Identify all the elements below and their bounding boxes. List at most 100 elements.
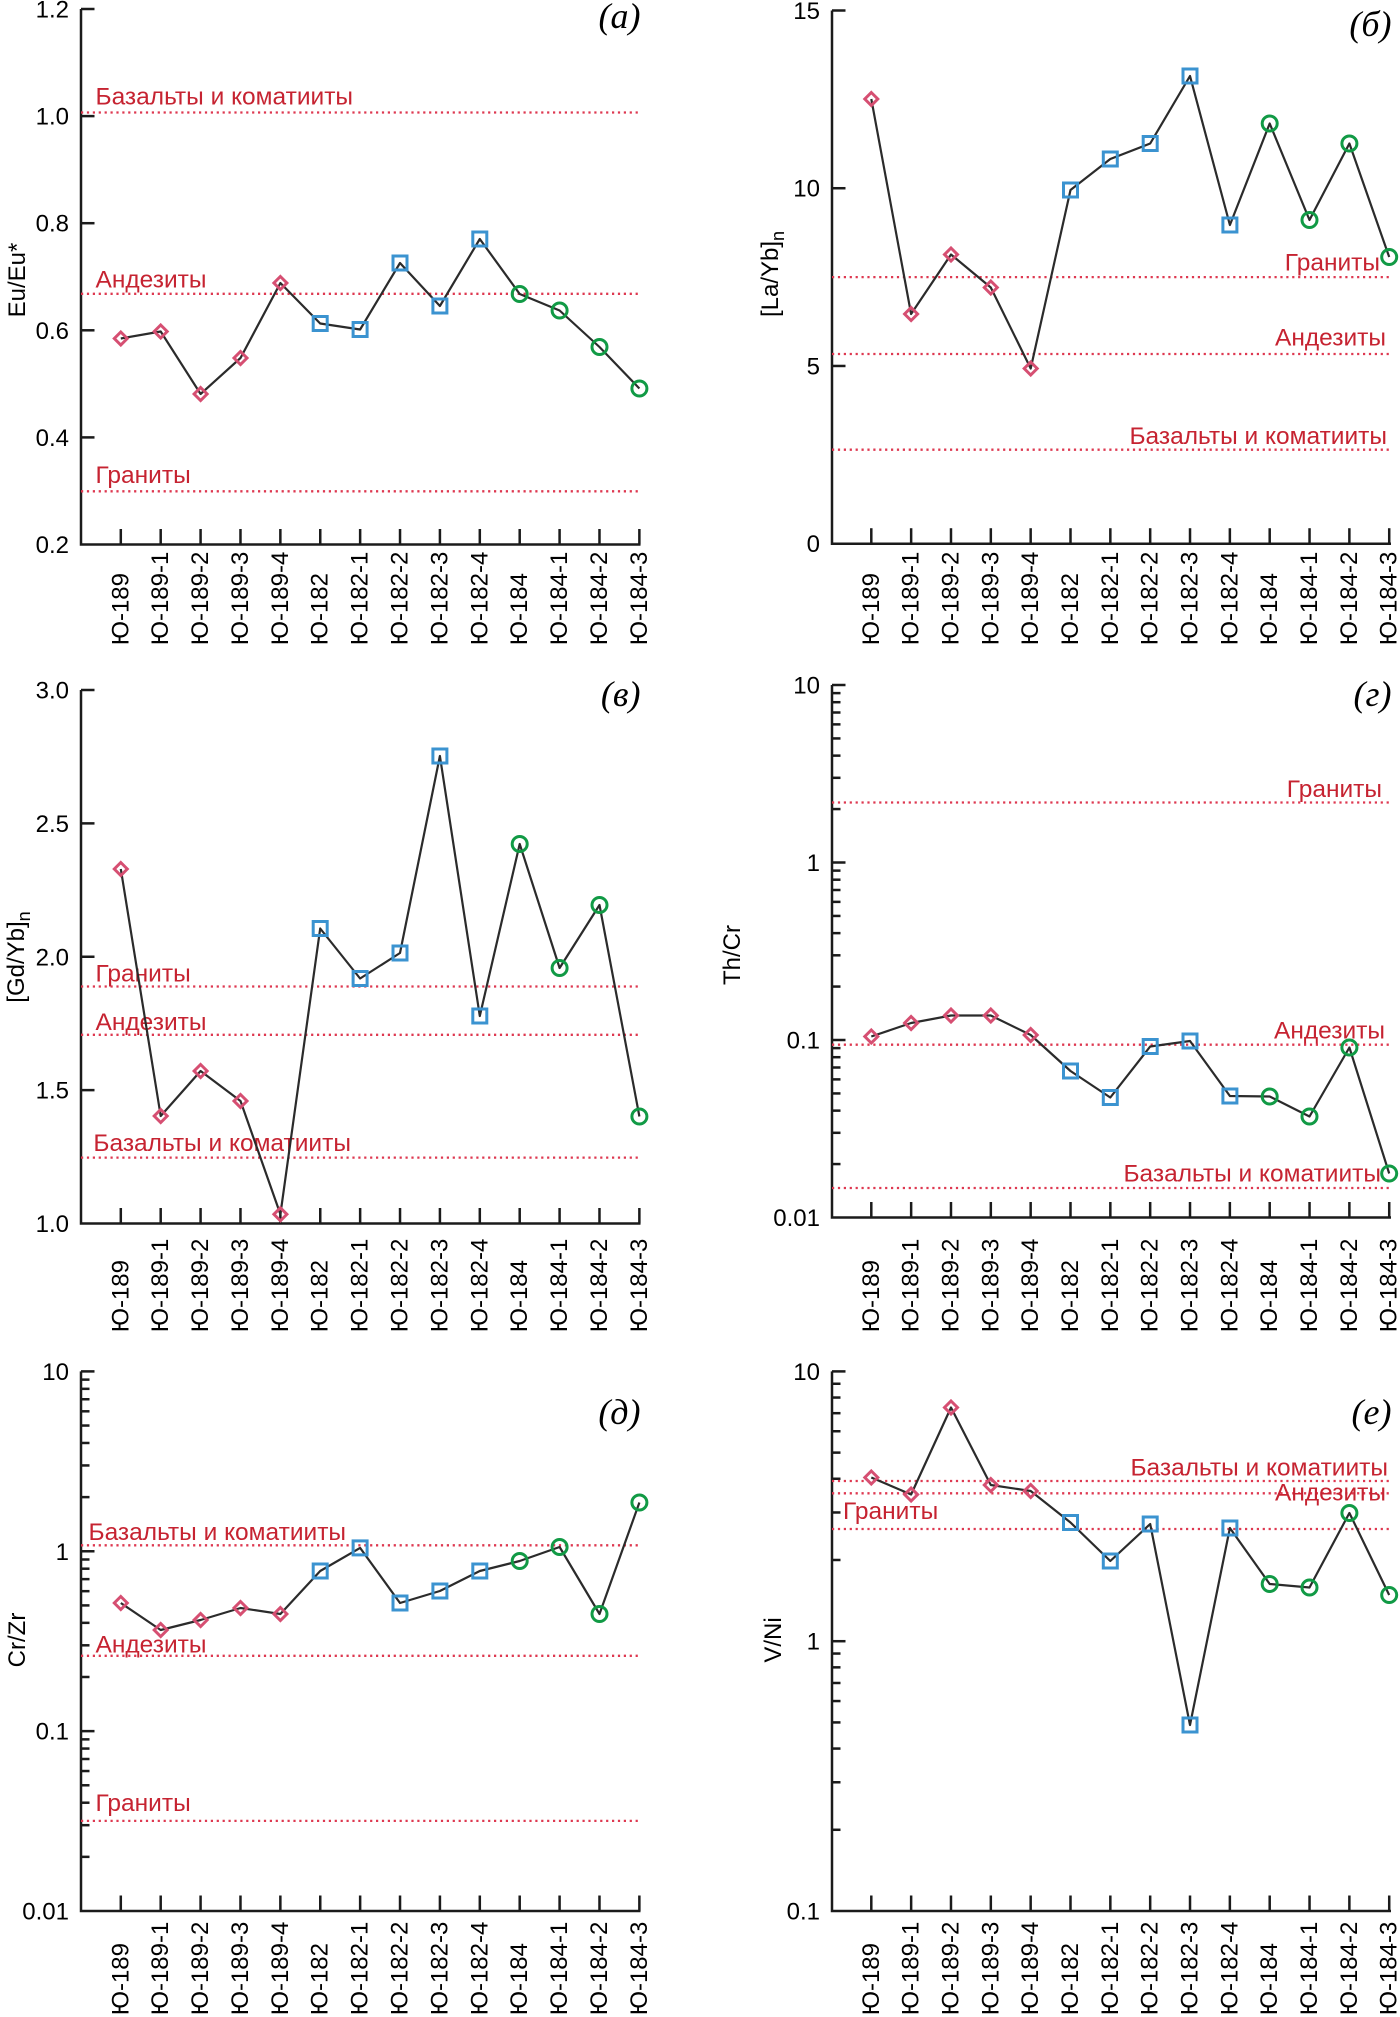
svg-text:Ю-182-4: Ю-182-4	[466, 1922, 493, 2016]
svg-text:10: 10	[793, 176, 820, 203]
svg-text:Ю-182-3: Ю-182-3	[426, 552, 453, 646]
svg-text:Ю-189: Ю-189	[107, 1943, 134, 2015]
svg-text:Ю-189-3: Ю-189-3	[977, 552, 1004, 646]
svg-text:(в): (в)	[601, 674, 641, 714]
svg-text:Th/Cr: Th/Cr	[719, 925, 746, 985]
svg-text:Ю-182-1: Ю-182-1	[347, 1239, 374, 1333]
svg-text:1.0: 1.0	[36, 1211, 69, 1238]
svg-text:1: 1	[807, 850, 820, 877]
svg-text:Ю-182-1: Ю-182-1	[1097, 552, 1124, 646]
svg-text:Базальты и коматииты: Базальты и коматииты	[1123, 1161, 1381, 1188]
svg-text:Ю-182-3: Ю-182-3	[1177, 1922, 1204, 2016]
svg-text:1: 1	[56, 1539, 69, 1566]
svg-text:Ю-182-4: Ю-182-4	[1216, 1239, 1243, 1333]
svg-text:Ю-184-1: Ю-184-1	[546, 1239, 573, 1333]
svg-text:Ю-189-4: Ю-189-4	[1017, 1239, 1044, 1333]
svg-text:Ю-182-2: Ю-182-2	[1137, 1922, 1164, 2016]
svg-text:Ю-189-2: Ю-189-2	[187, 1922, 214, 2016]
svg-text:Ю-189: Ю-189	[858, 573, 885, 645]
svg-text:Ю-182-1: Ю-182-1	[1097, 1922, 1124, 2016]
svg-text:Ю-184-1: Ю-184-1	[1296, 552, 1323, 646]
svg-text:Ю-182-2: Ю-182-2	[387, 552, 414, 646]
svg-text:0.2: 0.2	[36, 532, 69, 559]
svg-text:Ю-189-1: Ю-189-1	[898, 1922, 925, 2016]
svg-text:Ю-189-3: Ю-189-3	[977, 1922, 1004, 2016]
svg-text:Ю-189-4: Ю-189-4	[267, 1922, 294, 2016]
svg-text:Базальты и коматииты: Базальты и коматииты	[1130, 1454, 1388, 1481]
svg-text:Ю-184-3: Ю-184-3	[1376, 1922, 1400, 2016]
svg-text:0.1: 0.1	[787, 1899, 820, 1926]
svg-text:Андезиты: Андезиты	[96, 1632, 207, 1659]
svg-text:Ю-189-1: Ю-189-1	[898, 1239, 925, 1333]
svg-text:Андезиты: Андезиты	[96, 1009, 207, 1036]
svg-text:Базальты и коматииты: Базальты и коматииты	[1129, 423, 1387, 450]
svg-text:(г): (г)	[1353, 674, 1391, 714]
svg-text:Ю-184-3: Ю-184-3	[626, 1922, 653, 2016]
svg-text:Ю-182-2: Ю-182-2	[387, 1922, 414, 2016]
svg-text:2.0: 2.0	[36, 944, 69, 971]
svg-text:Ю-184-2: Ю-184-2	[1336, 1922, 1363, 2016]
svg-text:Ю-184-3: Ю-184-3	[1376, 1239, 1400, 1333]
svg-text:Ю-189-2: Ю-189-2	[938, 1239, 965, 1333]
svg-text:0.1: 0.1	[787, 1028, 820, 1055]
svg-text:1.2: 1.2	[36, 0, 69, 24]
svg-text:Ю-189: Ю-189	[858, 1260, 885, 1332]
svg-text:Ю-189-3: Ю-189-3	[227, 1922, 254, 2016]
svg-text:Ю-182: Ю-182	[307, 573, 334, 645]
svg-text:1: 1	[807, 1629, 820, 1656]
svg-text:Ю-189-2: Ю-189-2	[938, 552, 965, 646]
svg-text:Ю-182-2: Ю-182-2	[387, 1239, 414, 1333]
svg-text:Ю-184: Ю-184	[506, 573, 533, 645]
svg-text:Ю-182: Ю-182	[1057, 1943, 1084, 2015]
svg-text:Ю-182-1: Ю-182-1	[347, 1922, 374, 2016]
svg-text:Ю-189-4: Ю-189-4	[267, 1239, 294, 1333]
svg-text:Ю-189-2: Ю-189-2	[187, 552, 214, 646]
svg-text:Андезиты: Андезиты	[96, 267, 207, 294]
svg-text:Ю-184-1: Ю-184-1	[546, 1922, 573, 2016]
svg-text:Ю-182-3: Ю-182-3	[1177, 552, 1204, 646]
svg-text:Граниты: Граниты	[96, 462, 191, 489]
svg-text:Ю-189-1: Ю-189-1	[147, 1922, 174, 2016]
svg-text:Ю-184-2: Ю-184-2	[1336, 1239, 1363, 1333]
svg-text:0.4: 0.4	[36, 425, 69, 452]
svg-text:Ю-184-2: Ю-184-2	[586, 552, 613, 646]
svg-text:Ю-182-4: Ю-182-4	[466, 552, 493, 646]
svg-text:15: 15	[793, 0, 820, 25]
svg-text:Ю-184-1: Ю-184-1	[546, 552, 573, 646]
svg-text:(б): (б)	[1349, 4, 1391, 44]
svg-text:(д): (д)	[598, 1392, 640, 1432]
svg-text:(е): (е)	[1352, 1392, 1392, 1432]
svg-text:Ю-182-2: Ю-182-2	[1137, 1239, 1164, 1333]
svg-text:0.6: 0.6	[36, 318, 69, 345]
svg-text:0.1: 0.1	[36, 1719, 69, 1746]
svg-text:Ю-189-3: Ю-189-3	[227, 552, 254, 646]
svg-text:1.5: 1.5	[36, 1078, 69, 1105]
svg-text:Ю-184-3: Ю-184-3	[1376, 552, 1400, 646]
svg-text:(а): (а)	[599, 0, 641, 36]
svg-text:Ю-189-1: Ю-189-1	[147, 1239, 174, 1333]
svg-text:Граниты: Граниты	[96, 1790, 191, 1817]
svg-text:Ю-184: Ю-184	[506, 1260, 533, 1332]
svg-text:Базальты и коматииты: Базальты и коматииты	[93, 1130, 351, 1157]
svg-text:Ю-182-4: Ю-182-4	[466, 1239, 493, 1333]
svg-text:Ю-182-4: Ю-182-4	[1216, 552, 1243, 646]
svg-text:5: 5	[807, 353, 820, 380]
svg-text:Ю-182-1: Ю-182-1	[347, 552, 374, 646]
svg-text:Ю-189: Ю-189	[107, 573, 134, 645]
svg-text:[La/Yb]n: [La/Yb]n	[757, 231, 788, 317]
svg-text:Ю-182-3: Ю-182-3	[426, 1922, 453, 2016]
svg-text:0: 0	[807, 531, 820, 558]
svg-text:Ю-184-2: Ю-184-2	[1336, 552, 1363, 646]
svg-text:Eu/Eu*: Eu/Eu*	[4, 243, 31, 318]
svg-text:Ю-184-1: Ю-184-1	[1296, 1239, 1323, 1333]
svg-text:Ю-189-2: Ю-189-2	[938, 1922, 965, 2016]
svg-text:0.01: 0.01	[773, 1205, 820, 1232]
svg-text:Ю-182-3: Ю-182-3	[1177, 1239, 1204, 1333]
svg-text:Ю-189: Ю-189	[858, 1943, 885, 2015]
svg-text:Ю-184-2: Ю-184-2	[586, 1239, 613, 1333]
svg-text:Ю-182: Ю-182	[1057, 573, 1084, 645]
svg-text:Ю-184-3: Ю-184-3	[626, 1239, 653, 1333]
svg-text:Ю-189-4: Ю-189-4	[267, 552, 294, 646]
svg-text:Ю-189-4: Ю-189-4	[1017, 1922, 1044, 2016]
svg-text:Ю-189-1: Ю-189-1	[898, 552, 925, 646]
